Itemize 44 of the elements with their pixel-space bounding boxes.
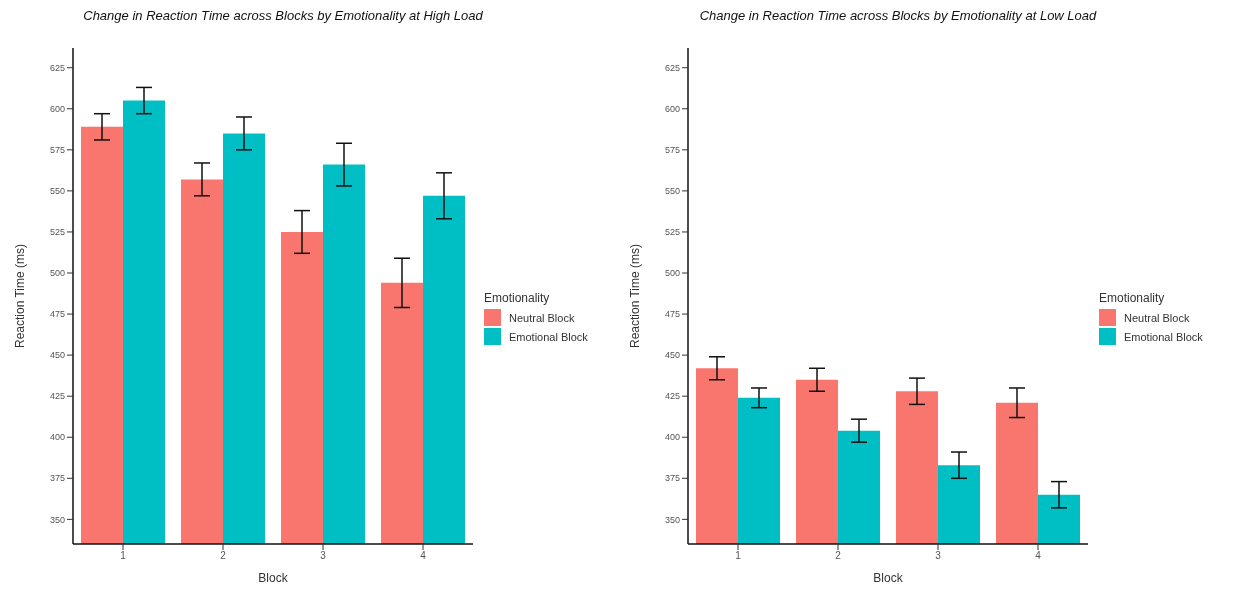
x-tick-label: 1 bbox=[735, 550, 742, 562]
legend-label: Neutral Block bbox=[509, 311, 575, 324]
y-tick-label: 400 bbox=[49, 432, 65, 443]
x-tick-label: 2 bbox=[835, 550, 842, 562]
y-tick-label: 575 bbox=[664, 145, 680, 156]
y-tick-label: 400 bbox=[664, 432, 680, 443]
y-tick-label: 500 bbox=[664, 268, 680, 279]
chart-title: Change in Reaction Time across Blocks by Emotionality at High Load bbox=[82, 8, 484, 25]
y-tick-label: 525 bbox=[664, 227, 680, 238]
y-tick-label: 475 bbox=[49, 309, 65, 320]
x-tick-label: 4 bbox=[1035, 550, 1042, 562]
y-tick-label: 425 bbox=[49, 391, 65, 402]
y-tick-label: 350 bbox=[49, 514, 65, 525]
x-axis-title: Block bbox=[873, 571, 904, 585]
x-tick-label: 3 bbox=[935, 550, 942, 562]
y-tick-label: 575 bbox=[49, 145, 65, 156]
y-tick-label: 600 bbox=[49, 103, 65, 114]
legend-title: Emotionality bbox=[484, 291, 551, 305]
y-tick-label: 525 bbox=[49, 227, 65, 238]
y-tick-label: 350 bbox=[664, 514, 680, 525]
y-axis-title: Reaction Time (ms) bbox=[628, 243, 643, 349]
y-tick-label: 500 bbox=[49, 268, 65, 279]
legend-label: Emotional Block bbox=[509, 330, 588, 343]
y-tick-label: 450 bbox=[49, 350, 65, 361]
x-tick-label: 1 bbox=[120, 550, 127, 562]
y-tick-label: 550 bbox=[49, 186, 65, 197]
legend-title: Emotionality bbox=[1099, 291, 1166, 305]
x-tick-label: 2 bbox=[220, 550, 227, 562]
y-tick-label: 475 bbox=[664, 309, 680, 320]
legend-label: Emotional Block bbox=[1124, 330, 1203, 343]
y-tick-label: 375 bbox=[49, 473, 65, 484]
legend-label: Neutral Block bbox=[1124, 311, 1190, 324]
y-tick-label: 450 bbox=[664, 350, 680, 361]
x-tick-label: 4 bbox=[420, 550, 427, 562]
x-axis-title: Block bbox=[258, 571, 289, 585]
y-tick-label: 550 bbox=[664, 186, 680, 197]
x-tick-label: 3 bbox=[320, 550, 327, 562]
y-tick-label: 625 bbox=[664, 62, 680, 73]
y-axis-title: Reaction Time (ms) bbox=[13, 243, 28, 349]
y-tick-label: 600 bbox=[664, 103, 680, 114]
y-tick-label: 425 bbox=[664, 391, 680, 402]
y-tick-label: 375 bbox=[664, 473, 680, 484]
chart-title: Change in Reaction Time across Blocks by Emotionality at Low Load bbox=[698, 8, 1098, 25]
y-tick-label: 625 bbox=[49, 62, 65, 73]
